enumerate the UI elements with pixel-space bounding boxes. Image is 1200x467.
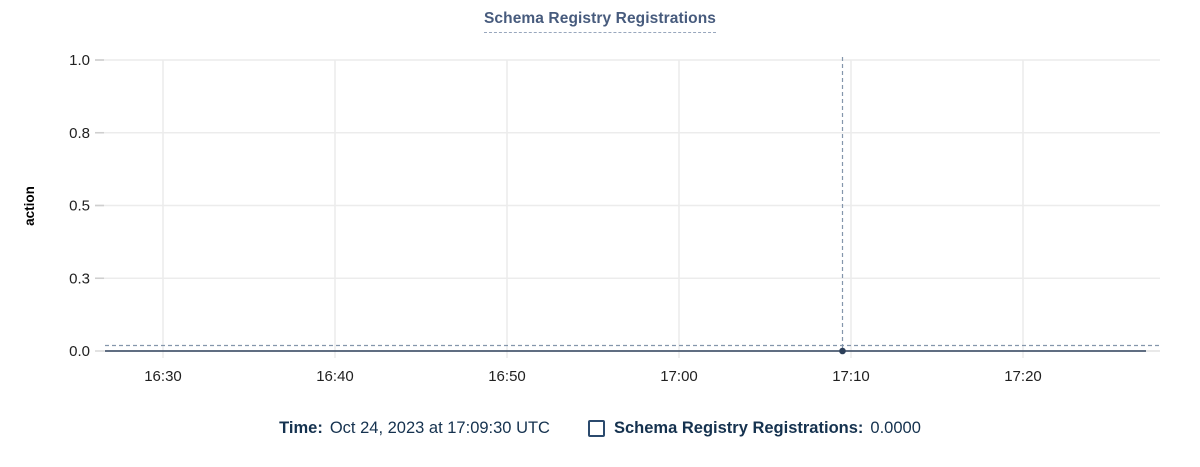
- chart-plot-area[interactable]: 1.0 0.8 0.5 0.3 0.0 16:30 16:40 16:50 17…: [0, 0, 1200, 405]
- tooltip-time: Time: Oct 24, 2023 at 17:09:30 UTC: [279, 419, 550, 438]
- tooltip-time-label: Time:: [279, 419, 323, 437]
- tooltip-time-value: Oct 24, 2023 at 17:09:30 UTC: [329, 419, 550, 437]
- series-value: 0.0000: [870, 419, 921, 437]
- chart-header: Schema Registry Registrations: [0, 10, 1200, 33]
- x-tick-label: 16:50: [488, 368, 526, 385]
- legend-series-item[interactable]: Schema Registry Registrations: 0.0000: [587, 419, 921, 438]
- x-tick-label: 16:30: [144, 368, 182, 385]
- x-tick-label: 17:10: [832, 368, 870, 385]
- series-label: Schema Registry Registrations:: [613, 419, 864, 437]
- tooltip-legend: Time: Oct 24, 2023 at 17:09:30 UTC Schem…: [0, 419, 1200, 438]
- horizontal-gridlines: [95, 59, 1160, 280]
- chart-title[interactable]: Schema Registry Registrations: [483, 10, 717, 33]
- x-axis-tick-labels: 16:30 16:40 16:50 17:00 17:10 17:20: [144, 368, 1042, 385]
- y-axis-tick-marks: [95, 59, 104, 352]
- series-checkbox[interactable]: [587, 420, 605, 437]
- vertical-gridlines: [162, 60, 1024, 358]
- hover-point-dot[interactable]: [839, 347, 846, 355]
- y-axis-tick-labels: 1.0 0.8 0.5 0.3 0.0: [69, 52, 90, 360]
- x-tick-label: 17:20: [1004, 368, 1042, 385]
- y-tick-label: 0.0: [69, 343, 90, 360]
- y-tick-label: 1.0: [69, 52, 90, 69]
- y-tick-label: 0.5: [69, 198, 90, 215]
- x-tick-label: 16:40: [316, 368, 354, 385]
- y-tick-label: 0.3: [69, 270, 90, 287]
- y-tick-label: 0.8: [69, 125, 90, 142]
- y-axis-title: action: [22, 186, 37, 226]
- x-tick-label: 17:00: [660, 368, 698, 385]
